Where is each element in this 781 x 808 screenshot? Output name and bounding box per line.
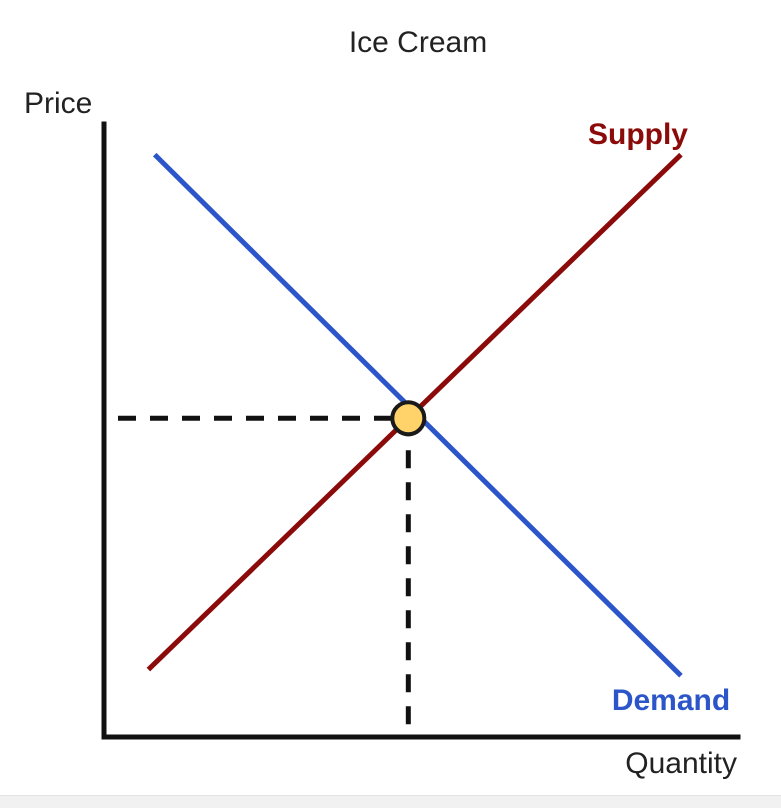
bottom-strip [0, 795, 781, 808]
y-axis-label: Price [24, 87, 92, 120]
x-axis-label: Quantity [625, 747, 737, 780]
plot-area [101, 121, 741, 740]
demand-label: Demand [612, 684, 730, 717]
supply-label: Supply [588, 118, 688, 151]
chart-title: Ice Cream [349, 26, 487, 59]
equilibrium-point [390, 400, 427, 437]
